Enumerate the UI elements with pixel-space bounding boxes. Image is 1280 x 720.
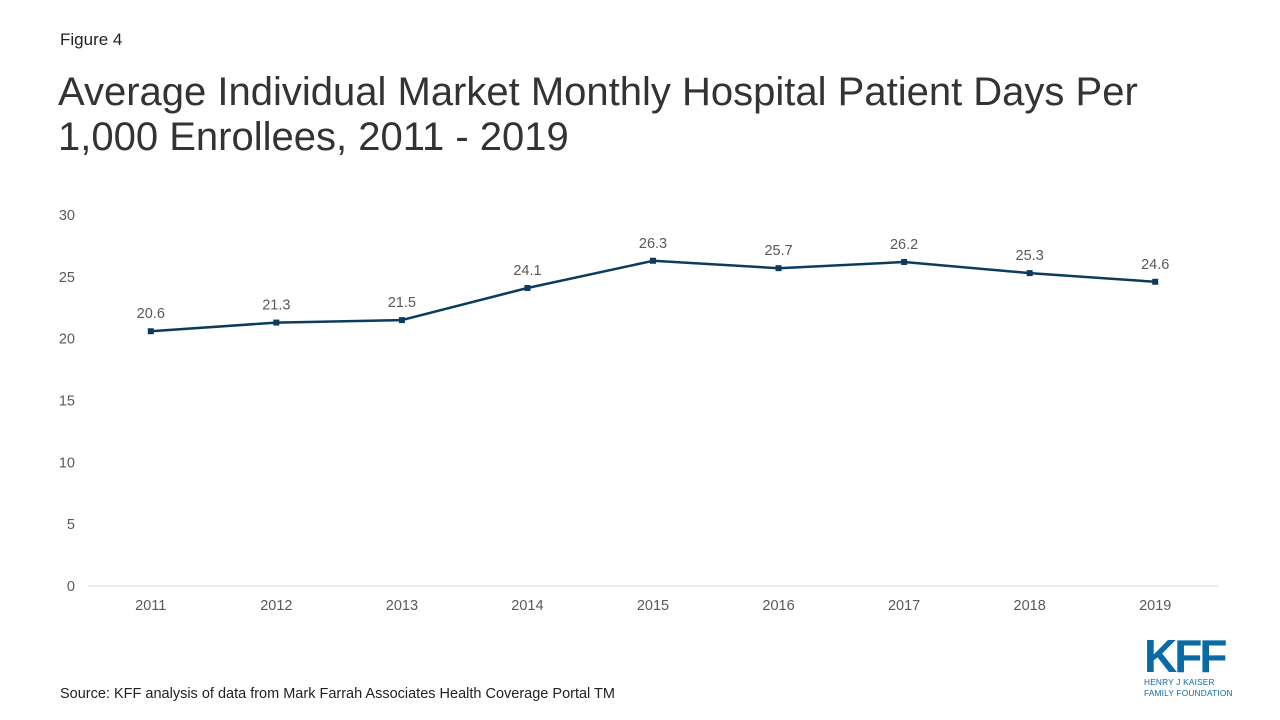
y-tick-label: 20	[59, 332, 75, 348]
y-axis-ticks: 0 5 10 15 20 25 30	[59, 208, 75, 595]
x-tick-label: 2014	[511, 598, 543, 614]
data-point	[273, 319, 280, 326]
logo-line2: FAMILY FOUNDATION	[1144, 688, 1233, 698]
source-note: Source: KFF analysis of data from Mark F…	[60, 686, 615, 702]
y-tick-label: 25	[59, 270, 75, 286]
data-point	[901, 258, 908, 265]
data-label: 26.2	[890, 237, 918, 253]
series-line	[150, 259, 1156, 333]
data-point	[775, 265, 782, 272]
data-label: 24.6	[1141, 257, 1169, 273]
y-tick-label: 5	[67, 517, 75, 533]
kff-logo: KFF HENRY J KAISER FAMILY FOUNDATION	[1144, 630, 1236, 698]
y-tick-label: 15	[59, 394, 75, 410]
x-tick-label: 2017	[888, 598, 920, 614]
data-labels: 20.6 21.3 21.5 24.1 26.3 25.7 26.2 25.3 24.6	[137, 236, 1170, 322]
x-tick-label: 2019	[1139, 598, 1171, 614]
data-label: 20.6	[137, 306, 165, 322]
data-label: 21.3	[262, 298, 290, 314]
logo-mark: KFF	[1144, 630, 1227, 682]
data-point	[650, 257, 656, 264]
data-point	[398, 317, 405, 324]
y-tick-label: 0	[67, 579, 75, 595]
series-markers	[147, 257, 1159, 335]
x-tick-label: 2018	[1014, 598, 1046, 614]
x-tick-label: 2012	[260, 598, 292, 614]
data-label: 26.3	[639, 236, 667, 252]
data-point	[524, 284, 531, 291]
x-tick-label: 2011	[135, 598, 166, 614]
x-tick-label: 2013	[386, 598, 418, 614]
data-point	[1026, 270, 1033, 277]
data-point	[1152, 278, 1159, 285]
data-label: 21.5	[388, 295, 416, 311]
x-tick-label: 2016	[762, 598, 794, 614]
y-tick-label: 10	[59, 455, 75, 471]
figure-label: Figure 4	[60, 30, 123, 49]
data-label: 25.7	[764, 243, 792, 259]
data-label: 25.3	[1016, 248, 1044, 264]
logo-line1: HENRY J KAISER	[1144, 677, 1215, 687]
chart-title: Average Individual Market Monthly Hospit…	[58, 70, 1138, 159]
x-axis-ticks: 2011 2012 2013 2014 2015 2016 2017 2018 2019	[135, 598, 1171, 614]
x-tick-label: 2015	[637, 598, 669, 614]
data-point	[147, 328, 154, 335]
y-tick-label: 30	[59, 208, 75, 224]
data-label: 24.1	[513, 263, 541, 279]
